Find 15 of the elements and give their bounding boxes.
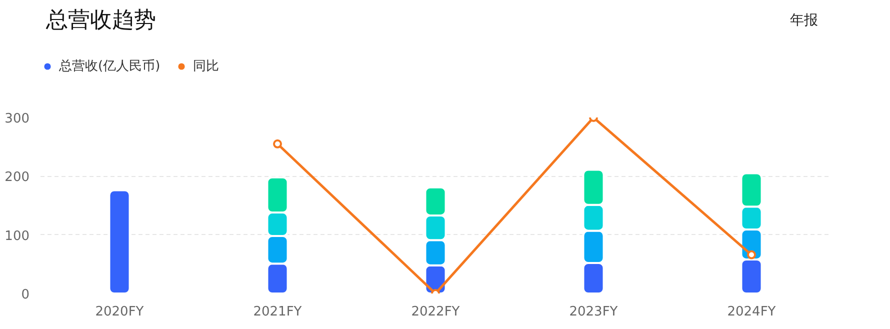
x-tick-label: 2023FY xyxy=(569,304,618,320)
bar xyxy=(108,189,131,294)
point xyxy=(747,250,756,260)
x-tick-label: 2021FY xyxy=(253,304,302,320)
text: 年报 xyxy=(790,12,818,28)
y-tick-label: 200 xyxy=(4,170,30,186)
y-tick-label: 300 xyxy=(4,112,30,126)
x-tick-label: 2022FY xyxy=(411,304,460,320)
x-tick-label: 2024FY xyxy=(727,304,776,320)
y-tick-label: 100 xyxy=(4,228,30,244)
x-tick-label: 2020FY xyxy=(95,304,144,320)
chart-title: 总营收趋势 xyxy=(44,8,156,33)
legend-label: 总营收(亿人民币) xyxy=(59,58,160,75)
y-tick-label: 0 xyxy=(21,288,30,302)
legend-label: 同比 xyxy=(193,58,220,75)
